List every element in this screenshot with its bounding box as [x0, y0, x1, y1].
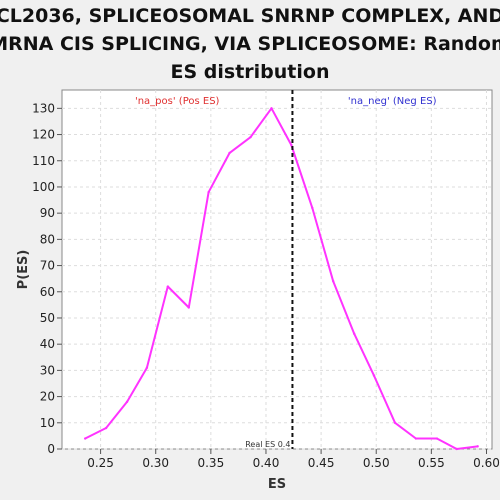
- plot-area: [61, 89, 493, 450]
- x-tick-label: 0.25: [87, 456, 114, 470]
- annotations: 'na_pos' (Pos ES) 'na_neg' (Neg ES): [135, 96, 437, 107]
- y-tick-label: 100: [32, 180, 55, 194]
- real-es-marker: Real ES 0.4: [245, 90, 294, 449]
- y-tick-label: 50: [40, 311, 55, 325]
- data-point: [476, 445, 479, 448]
- data-point: [187, 306, 190, 309]
- x-tick-label: 0.45: [308, 456, 335, 470]
- x-tick-label: 0.50: [363, 456, 390, 470]
- y-tick-label: 130: [32, 101, 55, 115]
- data-point: [352, 332, 356, 335]
- title-line: ES distribution: [171, 61, 330, 83]
- data-point: [290, 143, 293, 147]
- data-point: [125, 400, 129, 404]
- data-point: [228, 151, 231, 155]
- data-point: [311, 206, 314, 210]
- chart-title: CL2036, SPLICEOSOMAL SNRNP COMPLEX, AND M…: [0, 5, 500, 83]
- data-point: [145, 366, 149, 369]
- title-line: MRNA CIS SPLICING, VIA SPLICEOSOME: Rand…: [0, 33, 500, 55]
- real-es-label: Real ES 0.4: [245, 440, 290, 449]
- x-tick-label: 0.40: [253, 456, 280, 470]
- data-point: [455, 447, 458, 451]
- data-point: [104, 426, 108, 430]
- y-tick-label: 40: [40, 337, 55, 351]
- data-point: [372, 374, 376, 377]
- y-tick-label: 90: [40, 206, 55, 220]
- title-line: CL2036, SPLICEOSOMAL SNRNP COMPLEX, AND: [0, 5, 500, 27]
- x-tick-label: 0.30: [142, 456, 169, 470]
- y-tick-label: 120: [32, 128, 55, 142]
- x-tick-label: 0.60: [473, 456, 500, 470]
- data-point: [270, 107, 273, 110]
- y-tick-label: 60: [40, 285, 55, 299]
- y-tick-label: 80: [40, 232, 55, 246]
- data-point: [83, 437, 87, 440]
- y-axis: 0 10 20 30 40 50 60 70 80 90 100 110 120 130: [32, 101, 62, 456]
- x-axis: 0.25 0.30 0.35 0.40 0.45 0.50 0.55 0.60: [87, 449, 500, 470]
- y-tick-label: 20: [40, 390, 55, 404]
- x-axis-label: ES: [268, 477, 286, 492]
- x-tick-label: 0.55: [418, 456, 445, 470]
- y-tick-label: 0: [47, 442, 55, 456]
- y-tick-label: 110: [32, 154, 55, 168]
- pos-es-label: 'na_pos' (Pos ES): [135, 96, 220, 107]
- series-line: [84, 107, 478, 450]
- series-group: [83, 107, 479, 451]
- y-tick-label: 70: [40, 259, 55, 273]
- data-point: [166, 285, 170, 288]
- data-point: [332, 280, 335, 283]
- data-point: [249, 135, 252, 139]
- data-point: [435, 437, 439, 440]
- data-point: [414, 437, 418, 440]
- data-point: [393, 421, 397, 424]
- y-tick-label: 30: [40, 363, 55, 377]
- neg-es-label: 'na_neg' (Neg ES): [348, 96, 437, 107]
- y-axis-label: P(ES): [16, 250, 31, 290]
- x-tick-label: 0.35: [197, 456, 224, 470]
- data-point: [207, 190, 210, 194]
- y-tick-label: 10: [40, 416, 55, 430]
